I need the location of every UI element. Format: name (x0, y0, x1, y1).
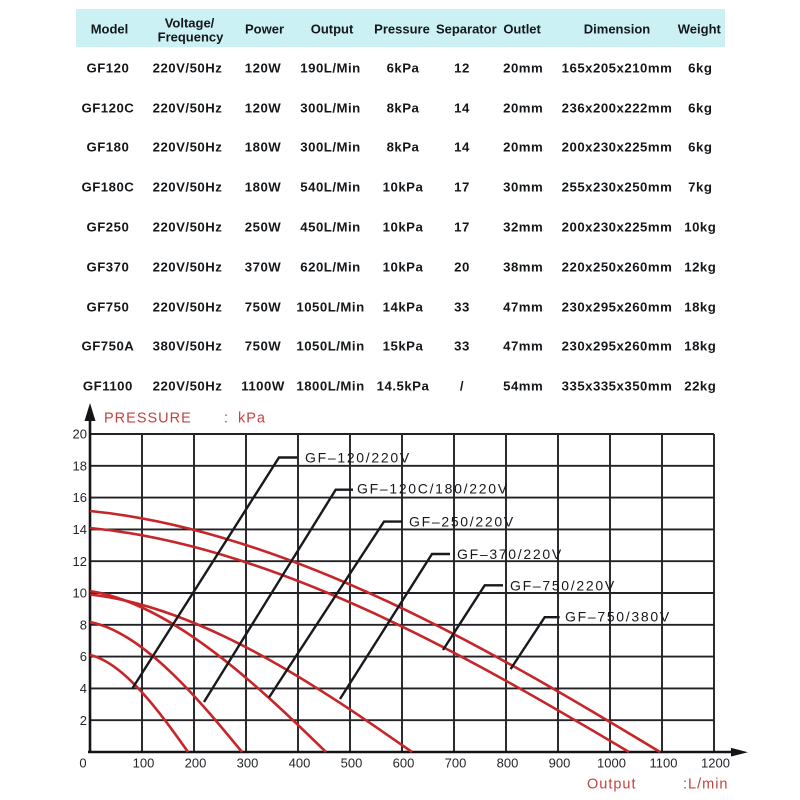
svg-text:2: 2 (80, 713, 87, 728)
svg-text:kPa: kPa (238, 411, 266, 427)
svg-text:400: 400 (289, 756, 311, 771)
svg-text:500: 500 (341, 756, 363, 771)
svg-text:8: 8 (80, 617, 87, 632)
svg-text:GF–750/220V: GF–750/220V (510, 578, 616, 594)
svg-text:0: 0 (79, 756, 86, 771)
svg-text:GF–120/220V: GF–120/220V (305, 450, 411, 466)
svg-text:10: 10 (73, 586, 87, 601)
svg-text:14: 14 (73, 522, 87, 537)
svg-text:200: 200 (185, 756, 207, 771)
svg-text:Output: Output (587, 777, 637, 793)
svg-text:20: 20 (73, 427, 87, 442)
svg-text:16: 16 (73, 490, 87, 505)
svg-text:900: 900 (549, 756, 571, 771)
svg-text:GF–120C/180/220V: GF–120C/180/220V (357, 481, 509, 497)
svg-text:6: 6 (80, 649, 87, 664)
svg-text:GF–370/220V: GF–370/220V (457, 546, 563, 562)
svg-text:18: 18 (73, 458, 87, 473)
svg-text:1000: 1000 (597, 756, 626, 771)
svg-text:1100: 1100 (650, 756, 678, 771)
svg-text:100: 100 (133, 756, 155, 771)
svg-text:600: 600 (393, 756, 415, 771)
svg-text:300: 300 (237, 756, 259, 771)
svg-text::: : (224, 411, 229, 427)
svg-text:4: 4 (80, 681, 87, 696)
svg-text::L/min: :L/min (683, 777, 729, 793)
svg-text:12: 12 (73, 554, 87, 569)
svg-text:GF–750/380V: GF–750/380V (565, 609, 671, 625)
svg-text:GF–250/220V: GF–250/220V (409, 514, 515, 530)
svg-text:PRESSURE: PRESSURE (104, 411, 192, 427)
svg-text:800: 800 (497, 756, 519, 771)
svg-text:1200: 1200 (701, 756, 730, 771)
svg-text:700: 700 (445, 756, 467, 771)
